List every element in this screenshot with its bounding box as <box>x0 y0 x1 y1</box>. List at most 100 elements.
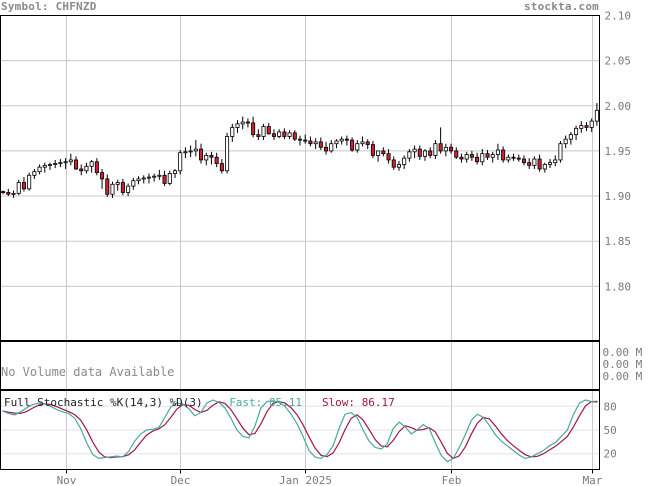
candle-body <box>6 192 11 195</box>
candle-body <box>443 146 448 152</box>
price-tick-label: 1.95 <box>605 145 632 158</box>
candle-body <box>63 161 68 164</box>
fast-value: 85.11 <box>268 396 303 409</box>
candle-body <box>297 138 303 141</box>
volume-tick-label: 0.00 M <box>603 370 643 383</box>
candle-body <box>271 133 276 137</box>
price-tick-label: 2.05 <box>605 55 632 68</box>
candle-body <box>74 159 79 170</box>
candle-body <box>188 150 193 153</box>
candle-body <box>141 177 146 180</box>
candle-body <box>422 150 428 157</box>
month-tick-label: Jan 2025 <box>279 474 332 486</box>
candle-body <box>548 162 553 165</box>
candle-body <box>152 175 157 178</box>
price-tick-label: 2.10 <box>605 10 632 23</box>
candle-body <box>568 134 573 140</box>
candle-body <box>214 156 219 164</box>
candle-body <box>225 136 230 172</box>
candle-body <box>303 139 308 142</box>
candle-body <box>355 143 360 151</box>
month-tick-label: Nov <box>57 474 77 486</box>
candle-body <box>256 134 261 137</box>
stochastic-panel-frame <box>0 390 600 470</box>
candle-body <box>506 156 511 161</box>
candle-body <box>589 120 594 128</box>
candle-body <box>396 164 401 168</box>
candle-body <box>287 132 292 137</box>
fast-label: Fast: <box>229 396 263 409</box>
candle-body <box>282 131 287 137</box>
candle-body <box>485 153 490 158</box>
candle-body <box>157 174 162 177</box>
candle-body <box>47 164 52 166</box>
slow-label: Slow: <box>321 396 356 409</box>
candle-body <box>511 156 516 159</box>
candle-body <box>110 183 115 195</box>
candle-body <box>204 155 209 161</box>
candle-body <box>365 141 370 145</box>
candle-body <box>475 156 480 163</box>
candle-body <box>438 143 443 152</box>
volume-tick-label: 0.00 M <box>603 358 643 371</box>
candle-body <box>417 148 422 157</box>
candle-body <box>37 166 42 173</box>
price-panel-frame <box>0 15 600 341</box>
candle-body <box>120 182 125 193</box>
candle-body <box>230 127 235 137</box>
candle-body <box>553 159 558 164</box>
candle-body <box>292 132 297 140</box>
candle-body <box>428 150 433 156</box>
candle-body <box>495 149 500 155</box>
candle-body <box>558 143 563 161</box>
candle-body <box>199 148 204 161</box>
candle-body <box>21 182 26 190</box>
candle-body <box>84 165 89 172</box>
no-volume-message: No Volume data Available <box>1 365 175 379</box>
candle-body <box>172 170 178 174</box>
candle-body <box>235 123 240 128</box>
candle-body <box>350 139 355 151</box>
candle-body <box>454 150 459 158</box>
candle-body <box>433 143 438 156</box>
candle-body <box>594 109 599 122</box>
candle-body <box>167 173 172 184</box>
candle-body <box>131 180 136 187</box>
candle-body <box>261 126 266 137</box>
candle-body <box>115 182 120 185</box>
candle-body <box>449 146 454 152</box>
candle-body <box>344 138 349 141</box>
stochastic-tick-label: 50 <box>604 424 617 437</box>
stochastic-slow-line <box>2 400 598 460</box>
candle-body <box>32 171 37 176</box>
candle-body <box>308 140 313 145</box>
price-tick-label: 1.90 <box>605 190 632 203</box>
candle-body <box>126 185 131 193</box>
month-tick-label: Dec <box>171 474 191 486</box>
candle-body <box>329 143 334 152</box>
candle-body <box>183 151 188 154</box>
volume-tick-label: 0.00 M <box>603 346 643 359</box>
candle-body <box>162 174 167 184</box>
candle-body <box>521 158 526 164</box>
candle-body <box>68 159 73 163</box>
candle-body <box>193 148 198 152</box>
stochastic-title: Full Stochastic %K(14,3) %D(3) <box>4 396 203 409</box>
candle-body <box>480 153 485 163</box>
candle-body <box>42 164 47 168</box>
site-label: stockta.com <box>523 0 599 13</box>
candle-body <box>11 192 16 195</box>
candle-body <box>251 122 256 136</box>
candle-body <box>58 162 63 165</box>
candle-body <box>339 138 344 142</box>
candle-body <box>459 156 464 160</box>
candle-body <box>334 140 339 145</box>
volume-panel-frame <box>0 341 600 390</box>
month-tick-label: Feb <box>442 474 462 486</box>
candle-body <box>376 150 381 156</box>
candle-body <box>584 125 589 128</box>
candle-body <box>178 152 183 172</box>
candle-body <box>240 121 245 125</box>
